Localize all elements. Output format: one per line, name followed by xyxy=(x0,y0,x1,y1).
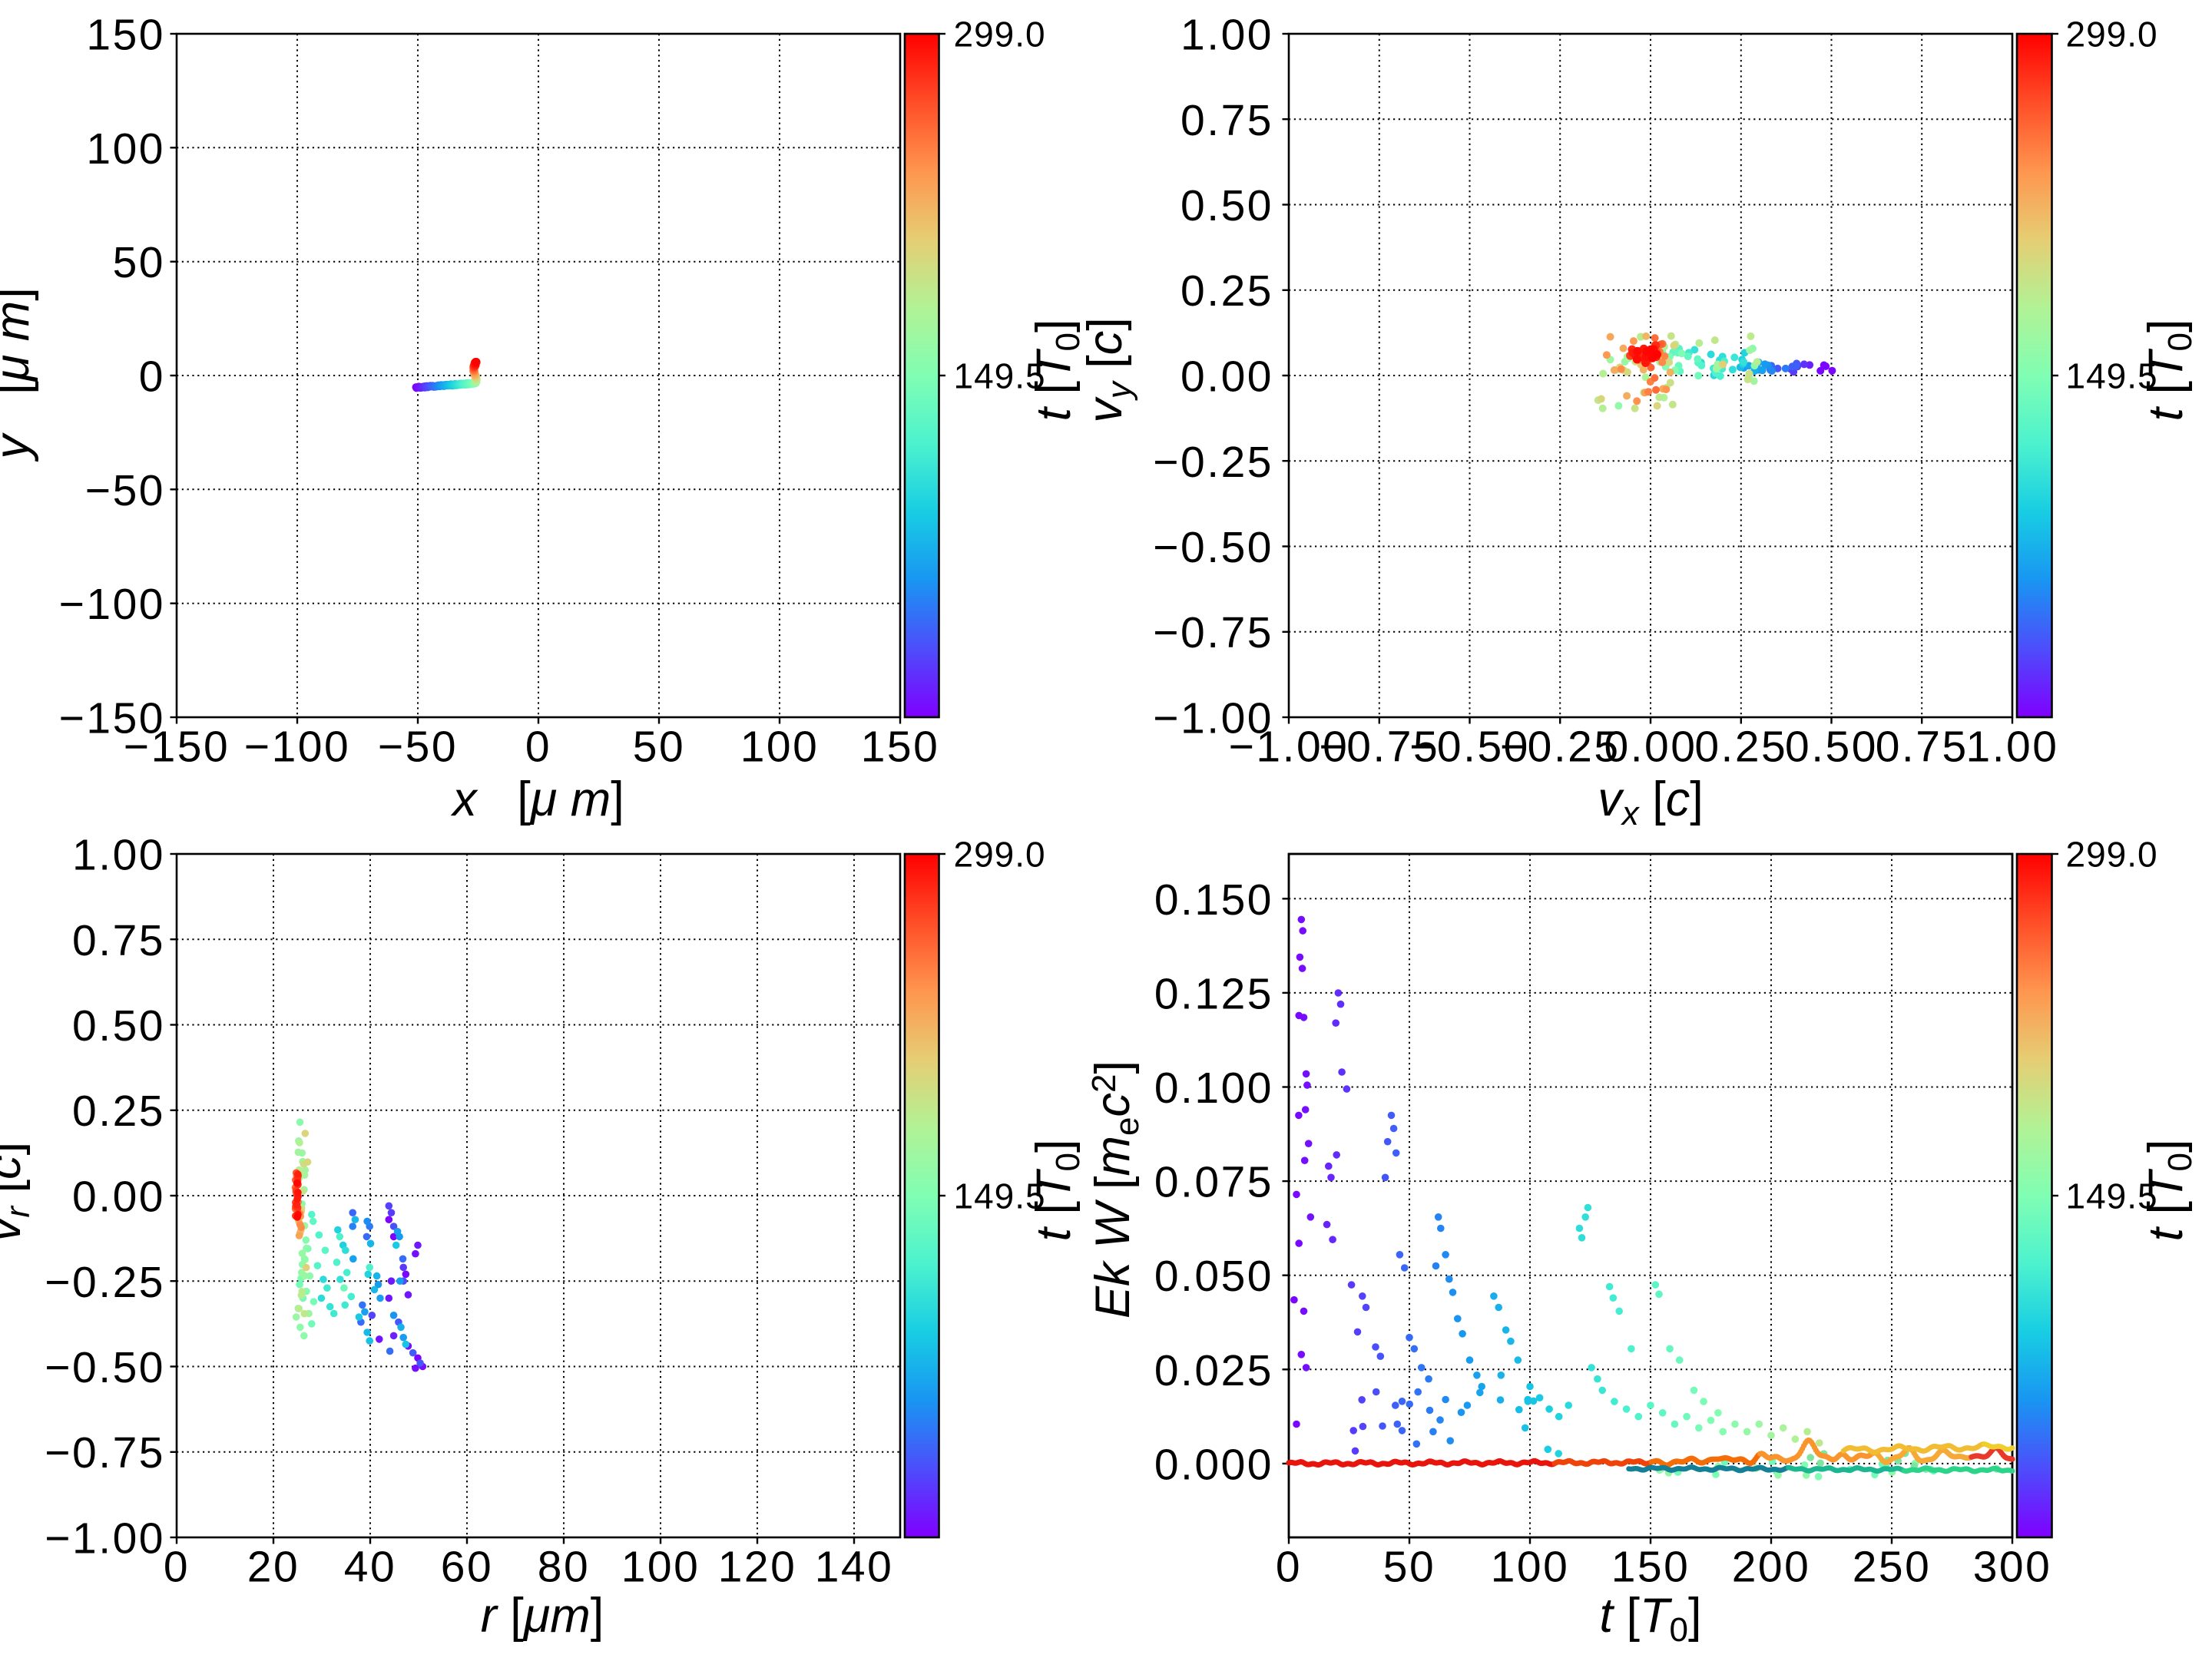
svg-text:−0.50: −0.50 xyxy=(1153,523,1273,572)
svg-text:0.075: 0.075 xyxy=(1154,1158,1273,1207)
svg-text:y [μ m]: y [μ m] xyxy=(0,287,39,462)
svg-text:t [T0]: t [T0] xyxy=(2139,1139,2199,1241)
svg-text:299.0: 299.0 xyxy=(2066,15,2158,55)
svg-text:t [T0]: t [T0] xyxy=(1027,1139,1087,1241)
svg-text:150: 150 xyxy=(861,723,940,772)
svg-text:50: 50 xyxy=(113,238,165,287)
svg-text:100: 100 xyxy=(740,723,820,772)
svg-text:0.125: 0.125 xyxy=(1154,969,1273,1018)
svg-text:1.00: 1.00 xyxy=(72,831,165,880)
svg-text:149.5: 149.5 xyxy=(954,356,1046,396)
svg-text:0.00: 0.00 xyxy=(72,1173,165,1222)
svg-text:−0.25: −0.25 xyxy=(1500,723,1621,772)
svg-text:0.100: 0.100 xyxy=(1154,1064,1273,1113)
svg-text:vy [c]: vy [c] xyxy=(1078,317,1138,423)
svg-text:−0.75: −0.75 xyxy=(1153,608,1273,657)
svg-text:120: 120 xyxy=(718,1543,797,1592)
svg-text:299.0: 299.0 xyxy=(2066,835,2158,875)
svg-text:−50: −50 xyxy=(85,466,165,515)
svg-text:100: 100 xyxy=(621,1543,700,1592)
svg-text:−0.75: −0.75 xyxy=(1319,723,1439,772)
svg-text:−0.25: −0.25 xyxy=(1153,438,1273,487)
svg-text:r [μm]: r [μm] xyxy=(481,1589,604,1643)
svg-text:−100: −100 xyxy=(59,580,165,629)
svg-text:100: 100 xyxy=(1491,1543,1570,1592)
svg-text:250: 250 xyxy=(1853,1543,1932,1592)
svg-text:0.00: 0.00 xyxy=(1604,723,1697,772)
svg-text:0.25: 0.25 xyxy=(1181,266,1273,316)
svg-text:299.0: 299.0 xyxy=(954,15,1046,55)
svg-text:0.25: 0.25 xyxy=(1694,723,1787,772)
svg-text:140: 140 xyxy=(815,1543,894,1592)
svg-text:−150: −150 xyxy=(124,723,230,772)
svg-text:150: 150 xyxy=(1611,1543,1690,1592)
svg-text:149.5: 149.5 xyxy=(954,1176,1046,1216)
svg-text:0: 0 xyxy=(164,1543,190,1592)
svg-text:0.025: 0.025 xyxy=(1154,1346,1273,1395)
svg-text:0.75: 0.75 xyxy=(1181,96,1273,145)
svg-text:200: 200 xyxy=(1732,1543,1811,1592)
svg-text:100: 100 xyxy=(86,124,165,174)
svg-text:−1.00: −1.00 xyxy=(1229,723,1349,772)
svg-text:0.50: 0.50 xyxy=(1181,181,1273,230)
svg-text:Ek W [mec2]: Ek W [mec2] xyxy=(1085,1061,1146,1319)
svg-text:x [μ m]: x [μ m] xyxy=(450,773,624,826)
svg-text:−100: −100 xyxy=(244,723,350,772)
svg-text:299.0: 299.0 xyxy=(954,835,1046,875)
svg-text:0.50: 0.50 xyxy=(72,1001,165,1051)
svg-text:0: 0 xyxy=(525,723,551,772)
svg-text:−0.75: −0.75 xyxy=(45,1428,165,1477)
svg-text:1.00: 1.00 xyxy=(1966,723,2059,772)
svg-text:−50: −50 xyxy=(378,723,458,772)
svg-text:0: 0 xyxy=(1276,1543,1302,1592)
svg-text:−1.00: −1.00 xyxy=(45,1514,165,1563)
svg-text:−1.00: −1.00 xyxy=(1153,694,1273,743)
svg-text:0.050: 0.050 xyxy=(1154,1252,1273,1301)
svg-text:0.25: 0.25 xyxy=(72,1087,165,1136)
svg-text:50: 50 xyxy=(1383,1543,1435,1592)
svg-text:0.75: 0.75 xyxy=(1876,723,1969,772)
svg-text:20: 20 xyxy=(247,1543,300,1592)
svg-text:0.150: 0.150 xyxy=(1154,875,1273,925)
svg-text:−0.50: −0.50 xyxy=(1409,723,1530,772)
svg-text:60: 60 xyxy=(441,1543,493,1592)
svg-text:0.00: 0.00 xyxy=(1181,352,1273,402)
svg-text:50: 50 xyxy=(633,723,685,772)
svg-text:0.75: 0.75 xyxy=(72,916,165,965)
svg-text:40: 40 xyxy=(344,1543,396,1592)
svg-text:0.000: 0.000 xyxy=(1154,1440,1273,1489)
svg-text:149.5: 149.5 xyxy=(2066,356,2158,396)
svg-text:150: 150 xyxy=(86,11,165,60)
svg-text:0.50: 0.50 xyxy=(1785,723,1878,772)
svg-text:0: 0 xyxy=(139,352,165,402)
svg-text:−150: −150 xyxy=(59,694,165,743)
svg-text:vx [c]: vx [c] xyxy=(1598,773,1704,832)
svg-text:−0.25: −0.25 xyxy=(45,1258,165,1307)
svg-text:1.00: 1.00 xyxy=(1181,11,1273,60)
svg-text:80: 80 xyxy=(538,1543,590,1592)
svg-text:−0.50: −0.50 xyxy=(45,1343,165,1392)
svg-text:149.5: 149.5 xyxy=(2066,1176,2158,1216)
svg-text:300: 300 xyxy=(1973,1543,2052,1592)
